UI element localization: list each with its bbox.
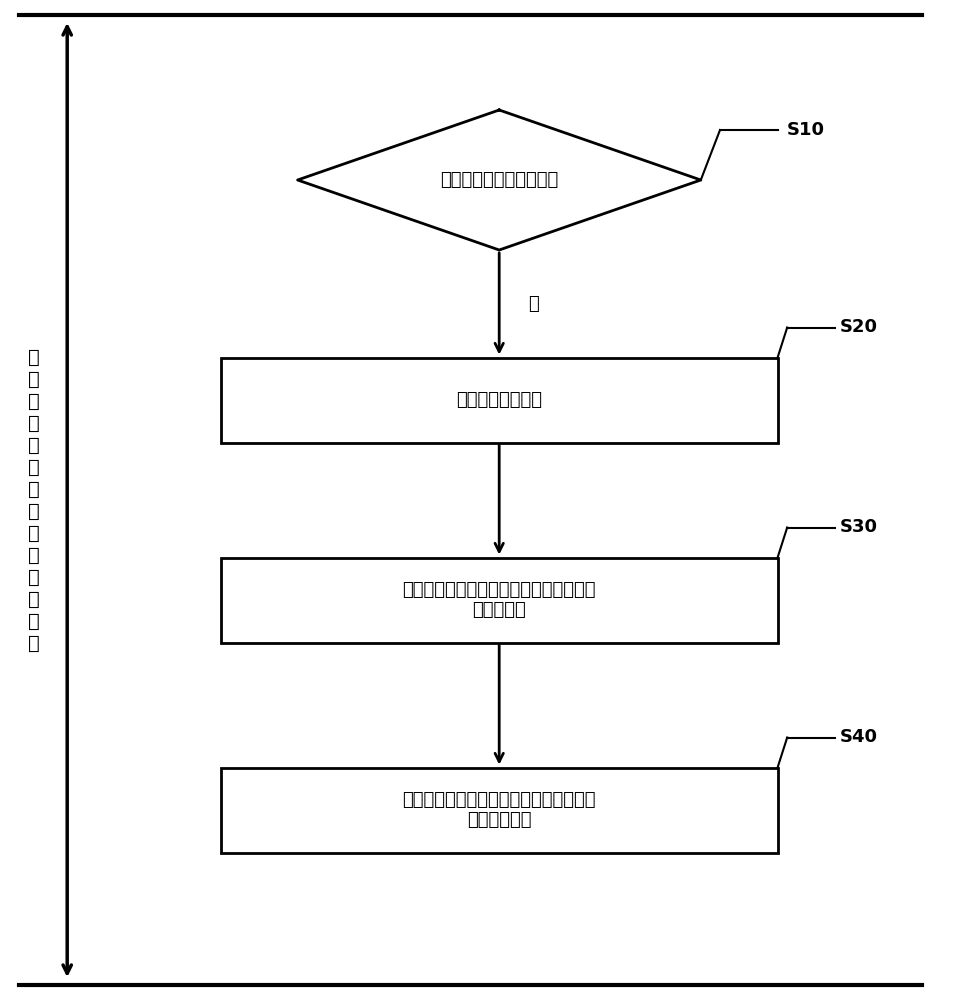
FancyBboxPatch shape [221,358,778,442]
Text: S10: S10 [787,121,826,139]
Text: S40: S40 [840,728,878,746]
Text: 根据所述倒车辅助线的点阵数据绘制并显
示倒车辅助线: 根据所述倒车辅助线的点阵数据绘制并显 示倒车辅助线 [402,791,596,829]
FancyBboxPatch shape [221,557,778,642]
Text: 根据倒车转角信息获取对应的倒车辅助线
的点阵数据: 根据倒车转角信息获取对应的倒车辅助线 的点阵数据 [402,581,596,619]
FancyBboxPatch shape [221,768,778,852]
Text: 获取倒车转角信息: 获取倒车转角信息 [456,391,542,409]
Text: S30: S30 [840,518,878,536]
Text: S20: S20 [840,318,878,336]
Text: 车
载
操
作
系
统
启
动
过
程
的
前
半
段: 车 载 操 作 系 统 启 动 过 程 的 前 半 段 [28,348,39,652]
Text: 是: 是 [528,295,539,313]
Text: 检测是否接收到倒车信号: 检测是否接收到倒车信号 [440,171,559,189]
